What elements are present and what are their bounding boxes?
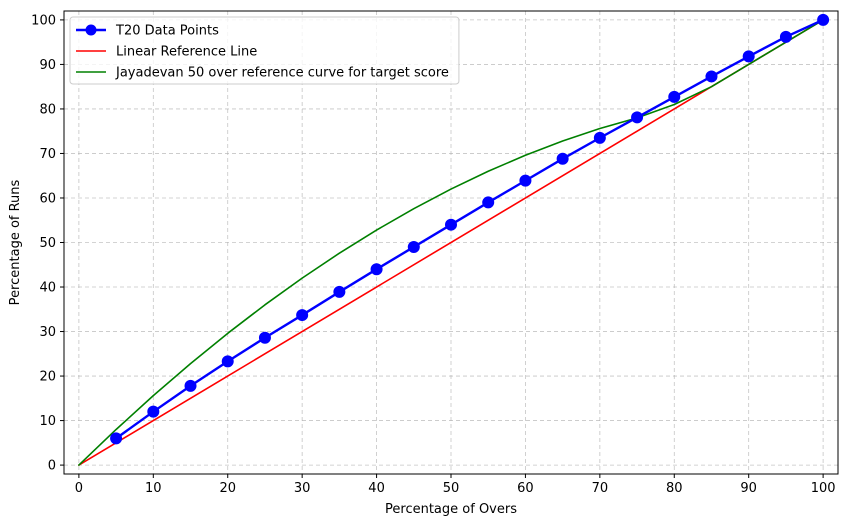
y-tick-label: 20: [39, 370, 56, 385]
x-tick-label: 60: [517, 481, 534, 496]
data-point: [258, 331, 271, 344]
axis-ticks: 0 10 20 30 40 50 60 70 80 90 100 0 10 20 30 40 50 60 70 80 9…: [31, 13, 835, 496]
data-point: [370, 263, 383, 276]
legend-item: Linear Reference Line: [76, 45, 257, 60]
data-point: [296, 309, 309, 322]
data-point: [445, 218, 457, 231]
legend-label: T20 Data Points: [115, 24, 219, 39]
legend-item: Jayadevan 50 over reference curve for ta…: [76, 66, 449, 81]
data-point: [184, 379, 197, 392]
y-tick-label: 100: [31, 13, 56, 28]
y-axis-label: Percentage of Runs: [8, 179, 23, 305]
data-point: [705, 70, 718, 83]
x-tick-label: 80: [666, 481, 683, 496]
series-line: [114, 18, 825, 440]
x-tick-label: 50: [443, 481, 460, 496]
data-point: [593, 131, 606, 144]
x-tick-label: 40: [368, 481, 385, 496]
legend-label: Linear Reference Line: [116, 45, 257, 60]
data-point: [482, 196, 495, 209]
data-point: [742, 50, 755, 63]
y-tick-label: 80: [39, 102, 56, 117]
data-point: [519, 174, 532, 187]
data-point: [407, 240, 420, 253]
x-tick-label: 20: [219, 481, 236, 496]
plot-series: [78, 13, 830, 466]
y-tick-label: 40: [39, 281, 56, 296]
x-tick-label: 70: [592, 481, 609, 496]
legend: T20 Data Points Linear Reference Line Jaya…: [69, 16, 460, 85]
series-2: [78, 19, 824, 466]
data-point: [147, 405, 160, 418]
data-point: [110, 432, 123, 445]
y-tick-label: 10: [39, 414, 56, 429]
x-tick-label: 10: [145, 481, 162, 496]
x-axis-label: Percentage of Overs: [385, 502, 517, 517]
legend-marker: [85, 24, 97, 36]
x-tick-label: 0: [75, 481, 83, 496]
y-tick-label: 70: [39, 147, 56, 162]
y-tick-label: 50: [39, 236, 56, 251]
series-line: [78, 19, 824, 466]
y-tick-label: 0: [48, 459, 56, 474]
y-tick-label: 60: [39, 191, 56, 206]
grid: [64, 11, 838, 474]
series-1: [78, 19, 824, 466]
data-point: [779, 30, 792, 43]
x-tick-label: 90: [740, 481, 757, 496]
data-point: [221, 355, 234, 368]
legend-label: Jayadevan 50 over reference curve for ta…: [115, 66, 449, 81]
data-point: [333, 285, 346, 298]
series-line: [78, 19, 824, 466]
data-point: [817, 13, 830, 26]
y-tick-label: 90: [39, 58, 56, 73]
y-tick-label: 30: [39, 325, 56, 340]
data-point: [556, 152, 569, 165]
x-tick-label: 100: [811, 481, 836, 496]
x-tick-label: 30: [294, 481, 311, 496]
series-0: [110, 13, 830, 445]
data-point: [668, 90, 681, 103]
legend-box: [69, 16, 460, 85]
data-point: [631, 111, 644, 124]
legend-item: T20 Data Points: [76, 24, 219, 39]
